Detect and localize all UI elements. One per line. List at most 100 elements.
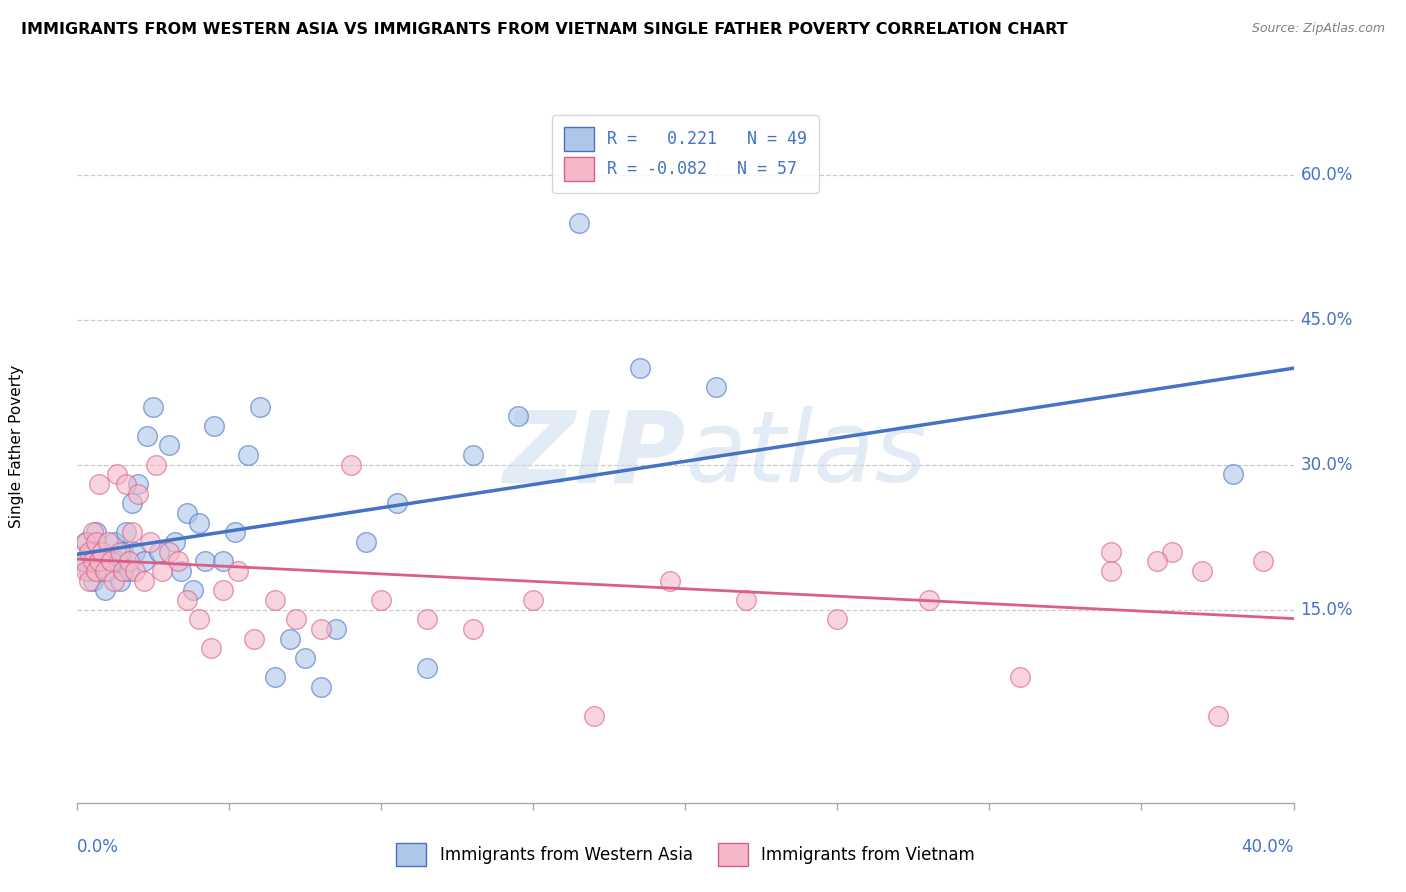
Point xyxy=(508,409,530,424)
Point xyxy=(583,708,606,723)
Point xyxy=(111,564,134,578)
Point xyxy=(176,592,198,607)
Point xyxy=(1251,554,1274,568)
Point xyxy=(166,554,188,568)
Point xyxy=(82,574,104,588)
Point xyxy=(90,544,112,558)
Point xyxy=(157,544,180,558)
Point xyxy=(212,554,235,568)
Point xyxy=(75,564,97,578)
Point xyxy=(79,544,101,558)
Text: Single Father Poverty: Single Father Poverty xyxy=(10,365,24,527)
Point xyxy=(340,458,363,472)
Point xyxy=(105,554,128,568)
Point xyxy=(97,564,120,578)
Point xyxy=(121,496,143,510)
Text: ZIP: ZIP xyxy=(502,407,686,503)
Point xyxy=(1222,467,1244,482)
Legend: Immigrants from Western Asia, Immigrants from Vietnam: Immigrants from Western Asia, Immigrants… xyxy=(388,834,983,874)
Point xyxy=(200,641,222,656)
Point xyxy=(111,544,134,558)
Point xyxy=(93,564,115,578)
Point xyxy=(75,535,97,549)
Point xyxy=(461,622,484,636)
Point xyxy=(264,670,287,684)
Point xyxy=(145,458,167,472)
Point xyxy=(84,564,107,578)
Point xyxy=(75,535,97,549)
Text: Source: ZipAtlas.com: Source: ZipAtlas.com xyxy=(1251,22,1385,36)
Point xyxy=(1191,564,1213,578)
Point xyxy=(127,476,149,491)
Point xyxy=(1206,708,1229,723)
Point xyxy=(1099,544,1122,558)
Text: atlas: atlas xyxy=(686,407,927,503)
Point xyxy=(79,564,101,578)
Point xyxy=(170,564,193,578)
Text: 45.0%: 45.0% xyxy=(1301,310,1353,328)
Point xyxy=(704,380,727,394)
Point xyxy=(194,554,217,568)
Point xyxy=(354,535,377,549)
Point xyxy=(735,592,758,607)
Point xyxy=(134,554,156,568)
Point xyxy=(103,535,125,549)
Text: IMMIGRANTS FROM WESTERN ASIA VS IMMIGRANTS FROM VIETNAM SINGLE FATHER POVERTY CO: IMMIGRANTS FROM WESTERN ASIA VS IMMIGRAN… xyxy=(21,22,1067,37)
Point xyxy=(87,554,110,568)
Point xyxy=(90,544,112,558)
Point xyxy=(100,554,122,568)
Point xyxy=(325,622,347,636)
Point xyxy=(628,361,651,376)
Point xyxy=(93,583,115,598)
Point xyxy=(1099,564,1122,578)
Point xyxy=(236,448,259,462)
Point xyxy=(416,612,439,626)
Point xyxy=(82,525,104,540)
Point xyxy=(188,516,211,530)
Text: 60.0%: 60.0% xyxy=(1301,166,1353,184)
Point xyxy=(136,428,159,442)
Point xyxy=(568,216,591,230)
Point xyxy=(285,612,308,626)
Point xyxy=(87,554,110,568)
Point xyxy=(188,612,211,626)
Point xyxy=(127,486,149,500)
Point xyxy=(1161,544,1184,558)
Point xyxy=(118,564,141,578)
Point xyxy=(115,525,138,540)
Point xyxy=(309,622,332,636)
Point xyxy=(461,448,484,462)
Point xyxy=(224,525,246,540)
Point xyxy=(228,564,250,578)
Point xyxy=(115,476,138,491)
Point xyxy=(522,592,544,607)
Point xyxy=(134,574,156,588)
Point xyxy=(1146,554,1168,568)
Point xyxy=(108,544,131,558)
Point xyxy=(82,554,104,568)
Text: 40.0%: 40.0% xyxy=(1241,838,1294,856)
Point xyxy=(72,554,94,568)
Point xyxy=(72,554,94,568)
Point xyxy=(108,574,131,588)
Text: 30.0%: 30.0% xyxy=(1301,456,1353,474)
Point xyxy=(294,651,316,665)
Point xyxy=(181,583,204,598)
Point xyxy=(152,564,174,578)
Text: 0.0%: 0.0% xyxy=(77,838,120,856)
Point xyxy=(242,632,264,646)
Point xyxy=(82,544,104,558)
Point xyxy=(103,574,125,588)
Point xyxy=(416,660,439,674)
Point xyxy=(176,506,198,520)
Point xyxy=(385,496,408,510)
Point xyxy=(124,564,146,578)
Point xyxy=(79,574,101,588)
Point xyxy=(87,476,110,491)
Point xyxy=(309,680,332,694)
Text: 15.0%: 15.0% xyxy=(1301,600,1353,618)
Point xyxy=(148,544,170,558)
Point xyxy=(163,535,186,549)
Point xyxy=(84,535,107,549)
Point xyxy=(121,525,143,540)
